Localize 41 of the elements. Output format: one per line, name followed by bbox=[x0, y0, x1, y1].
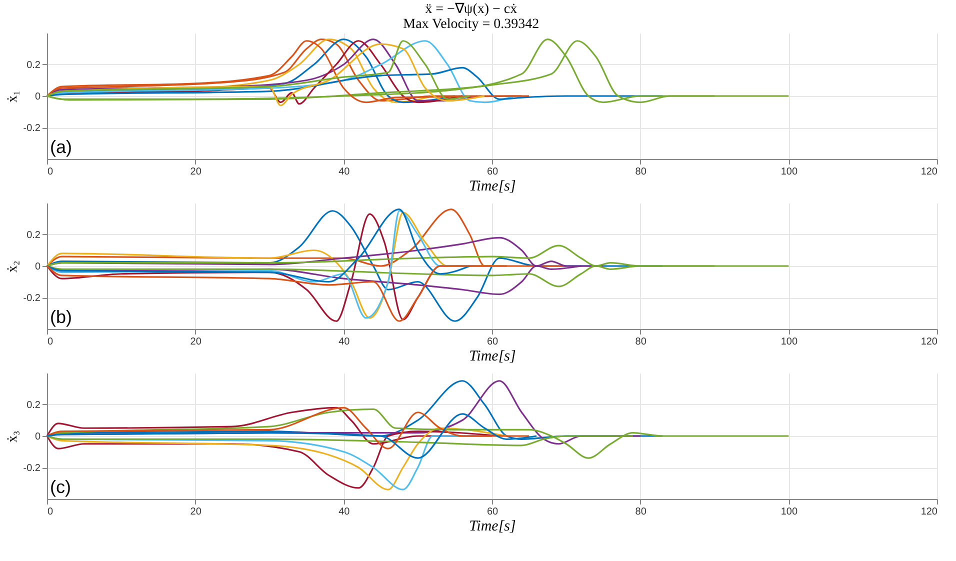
x-tick-label: 120 bbox=[920, 336, 938, 348]
y-axis-title: ẋ₂ bbox=[5, 260, 20, 272]
annotation: (a) bbox=[50, 137, 72, 157]
annotation: (b) bbox=[50, 307, 72, 327]
x-tick-label: 40 bbox=[338, 506, 350, 518]
x-tick-label: 0 bbox=[48, 506, 54, 518]
x-tick-label: 0 bbox=[48, 336, 54, 348]
y-tick-label: -0.2 bbox=[23, 463, 41, 474]
chart-title: ẍ = −∇ψ(x) − cẋ bbox=[425, 2, 518, 17]
x-tick-label: 120 bbox=[920, 506, 938, 518]
y-tick-label: -0.2 bbox=[23, 123, 41, 134]
x-tick-label: 40 bbox=[338, 166, 350, 178]
x-tick-label: 80 bbox=[635, 166, 647, 178]
x-tick-label: 40 bbox=[338, 336, 350, 348]
x-tick-label: 60 bbox=[486, 166, 498, 178]
y-tick-label: -0.2 bbox=[23, 293, 41, 304]
y-tick-label: 0.2 bbox=[26, 230, 41, 241]
x-tick-label: 60 bbox=[486, 506, 498, 518]
y-tick-label: 0.2 bbox=[26, 60, 41, 71]
x-tick-label: 100 bbox=[780, 336, 798, 348]
x-tick-label: 80 bbox=[635, 336, 647, 348]
y-axis-title: ẋ₃ bbox=[5, 430, 20, 442]
y-axis-title: ẋ₁ bbox=[5, 90, 20, 102]
x-tick-label: 100 bbox=[780, 166, 798, 178]
x-tick-label: 20 bbox=[190, 166, 202, 178]
y-tick-label: 0 bbox=[34, 262, 41, 272]
chart-subtitle: Max Velocity = 0.39342 bbox=[403, 17, 540, 32]
x-axis-title: Time[s] bbox=[469, 348, 516, 364]
x-tick-label: 80 bbox=[635, 506, 647, 518]
x-axis-title: Time[s] bbox=[469, 178, 516, 194]
x-axis-title: Time[s] bbox=[469, 518, 516, 534]
y-tick-label: 0.2 bbox=[26, 400, 41, 411]
x-tick-label: 0 bbox=[48, 166, 54, 178]
x-tick-label: 120 bbox=[920, 166, 938, 178]
x-tick-label: 60 bbox=[486, 336, 498, 348]
y-tick-label: 0 bbox=[34, 92, 41, 102]
x-tick-label: 20 bbox=[190, 336, 202, 348]
x-tick-label: 20 bbox=[190, 506, 202, 518]
y-tick-label: 0 bbox=[34, 432, 41, 442]
annotation: (c) bbox=[50, 477, 71, 497]
x-tick-label: 100 bbox=[780, 506, 798, 518]
